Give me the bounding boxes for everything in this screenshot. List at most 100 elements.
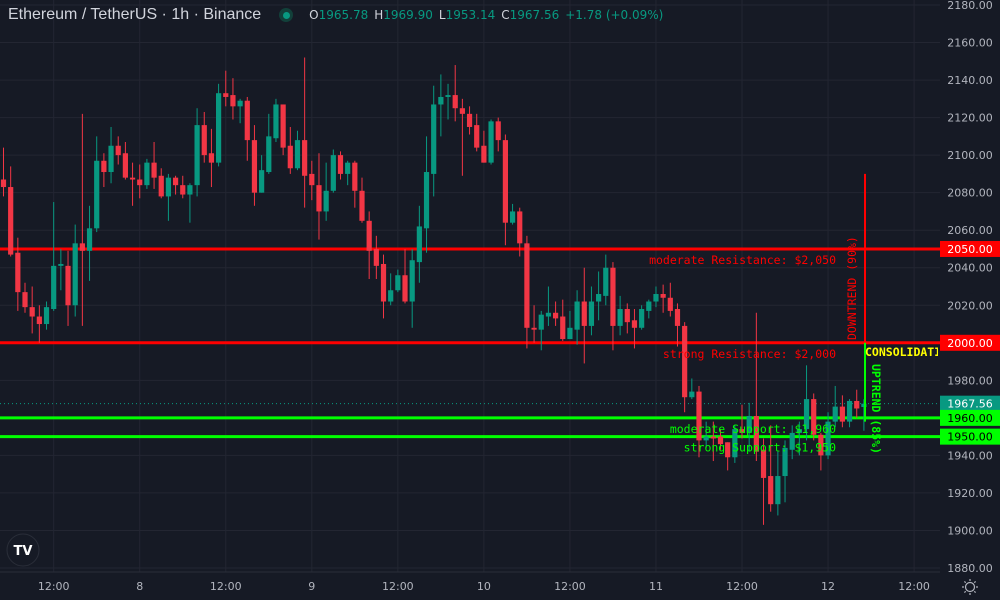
candle <box>653 286 659 308</box>
candle <box>452 65 458 122</box>
candle <box>309 160 315 201</box>
svg-text:TV: TV <box>14 544 33 559</box>
candle-body <box>646 301 652 311</box>
candle <box>22 282 28 313</box>
tradingview-logo[interactable]: TV <box>6 533 40 567</box>
candle-body <box>72 243 78 306</box>
candle-body <box>531 327 537 330</box>
price-tick-label: 2020.00 <box>947 299 993 312</box>
candle-body <box>309 173 315 186</box>
candle-body <box>137 179 143 186</box>
gear-icon[interactable] <box>962 579 978 595</box>
candle-body <box>79 243 85 251</box>
candle <box>717 429 724 450</box>
candle-body <box>180 185 186 195</box>
candle-body <box>725 442 731 458</box>
candle-body <box>502 140 508 223</box>
candle-body <box>151 162 157 178</box>
candle <box>689 378 695 400</box>
tag-2050-text: 2050.00 <box>947 243 993 256</box>
candle <box>330 149 336 193</box>
candle <box>180 175 186 199</box>
candle-body <box>581 301 587 326</box>
candle <box>502 134 508 246</box>
candle-body <box>115 145 121 156</box>
consolidation-label: CONSOLIDATION <box>865 345 955 359</box>
candle-body <box>596 294 602 302</box>
candle <box>151 141 157 189</box>
candle <box>538 310 544 351</box>
candle-body <box>861 403 867 408</box>
time-tick-label: 12:00 <box>726 580 758 593</box>
candle <box>696 385 702 458</box>
candle-body <box>86 228 93 251</box>
candle-body <box>732 429 738 458</box>
candle-body <box>36 316 42 325</box>
symbol-title[interactable]: Ethereum / TetherUS · 1h · Binance <box>8 6 262 23</box>
candle-body <box>782 447 788 477</box>
candle-body <box>746 415 752 433</box>
candle <box>725 442 731 471</box>
candle <box>187 183 193 223</box>
candle-body <box>294 140 301 169</box>
candle <box>194 108 200 197</box>
market-status-icon[interactable] <box>279 8 294 22</box>
candle <box>560 299 566 341</box>
candle <box>660 284 666 313</box>
downtrend-label: DOWNTREND (90%) <box>845 236 859 340</box>
candle <box>273 98 279 142</box>
candle <box>388 273 394 306</box>
candle-body <box>603 267 609 296</box>
strong-support-label: strong Support: $1,950 <box>684 441 836 455</box>
candle <box>846 399 853 428</box>
candle-body <box>8 187 14 255</box>
candle-body <box>639 309 645 328</box>
candle-body <box>165 177 172 197</box>
candle <box>495 117 501 152</box>
candle <box>811 393 817 441</box>
candle <box>459 98 465 176</box>
candle-body <box>560 316 566 340</box>
candle-body <box>689 391 695 398</box>
candle-body <box>574 301 580 330</box>
candle <box>29 286 35 334</box>
candle <box>832 385 838 428</box>
candle <box>531 305 537 343</box>
time-tick-label: 9 <box>308 580 315 593</box>
tag-2000-text: 2000.00 <box>947 337 993 350</box>
candle-body <box>445 95 451 97</box>
candle-body <box>22 292 28 308</box>
candle <box>323 162 329 221</box>
time-tick-label: 10 <box>477 580 491 593</box>
candle <box>94 136 100 233</box>
price-axis[interactable] <box>940 0 1000 600</box>
candle-body <box>287 145 293 169</box>
candle-body <box>280 104 286 148</box>
moderate-resistance-label: moderate Resistance: $2,050 <box>649 253 836 267</box>
candle-body <box>545 312 552 317</box>
price-tick-label: 2060.00 <box>947 224 993 237</box>
candle <box>223 70 229 107</box>
candle-body <box>15 252 21 293</box>
candle <box>137 164 143 199</box>
candle-body <box>588 301 595 326</box>
candle <box>796 421 802 456</box>
candle <box>122 141 128 180</box>
candle-body <box>187 185 193 195</box>
candle-body <box>682 325 688 398</box>
candle <box>839 395 845 428</box>
candle <box>251 125 258 206</box>
candle <box>803 365 810 441</box>
candle <box>710 421 716 462</box>
time-axis-labels[interactable]: 12:00 8 12:00 9 12:00 10 12:00 11 12:00 12 12:00 <box>38 580 930 593</box>
candle-body <box>323 190 329 212</box>
candle-body <box>266 136 272 173</box>
candle <box>818 432 824 471</box>
high-label: H <box>374 8 384 22</box>
candle-body <box>373 248 379 266</box>
candle-body <box>216 93 222 163</box>
candle-body <box>158 175 164 197</box>
candle-body <box>51 265 57 310</box>
price-tick-label: 2180.00 <box>947 0 993 12</box>
